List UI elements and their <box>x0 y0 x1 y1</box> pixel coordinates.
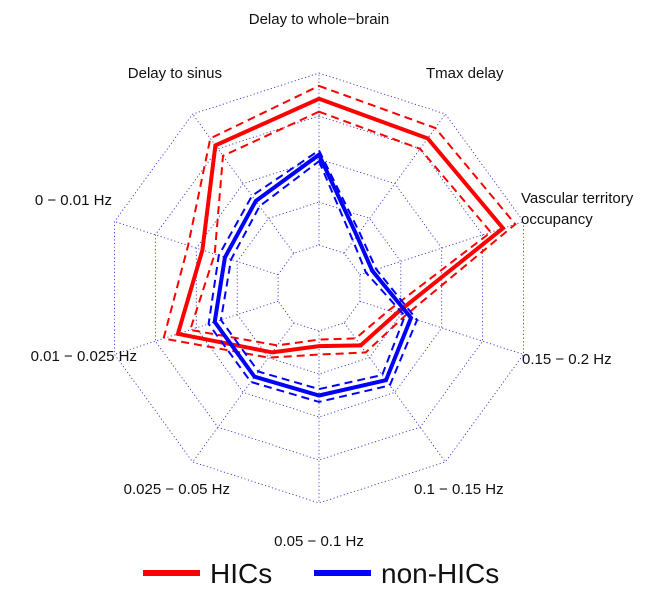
grid-ring-4 <box>154 115 484 461</box>
axis-labels: Delay to whole−brain Tmax delay Vascular t… <box>31 11 634 550</box>
axis-label-7: 0.01 − 0.025 Hz <box>31 348 137 365</box>
series-non-hics-lower-bound <box>219 159 407 391</box>
series-non-hics-upper-bound <box>207 148 419 403</box>
axis-label-1: Tmax delay <box>426 65 504 82</box>
legend: HICs non-HICs <box>143 558 499 589</box>
axis-label-8: 0 − 0.01 Hz <box>35 192 112 209</box>
series-hics-lower-bound <box>188 110 493 347</box>
axis-label-2: Vascular territory occupancy <box>521 190 634 228</box>
legend-label-non-hics: non-HICs <box>381 558 499 589</box>
legend-label-hics: HICs <box>210 558 272 589</box>
axis-label-6: 0.025 − 0.05 Hz <box>124 481 230 498</box>
series-hics-upper-bound <box>162 84 517 359</box>
radar-series <box>162 84 517 403</box>
axis-label-4: 0.1 − 0.15 Hz <box>414 481 504 498</box>
spoke-6 <box>192 322 295 463</box>
grid-ring-2 <box>236 201 402 375</box>
radar-grid <box>114 72 524 504</box>
axis-label-3: 0.15 − 0.2 Hz <box>522 351 612 368</box>
grid-ring-5 <box>114 72 524 504</box>
axis-label-5: 0.05 − 0.1 Hz <box>274 533 364 550</box>
series-non-hics-line <box>212 151 414 398</box>
series-hics-line <box>175 96 506 355</box>
axis-label-0: Delay to whole−brain <box>249 11 390 28</box>
axis-label-9: Delay to sinus <box>128 65 222 82</box>
grid-ring-1 <box>277 244 361 332</box>
